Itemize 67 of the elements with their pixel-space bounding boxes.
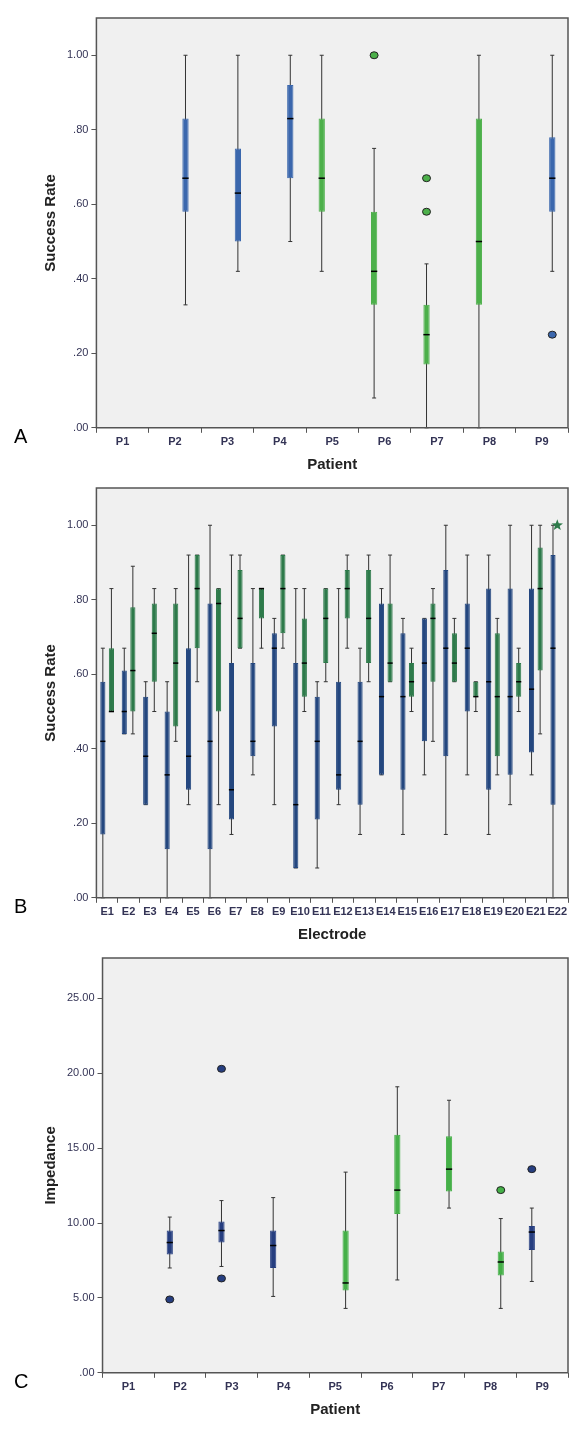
- x-tick-label: P6: [380, 1380, 394, 1393]
- x-tick-label: E18: [461, 905, 482, 918]
- x-tick-label: P7: [430, 435, 444, 448]
- y-tick-label: 1.00: [66, 48, 89, 61]
- x-tick-label: P4: [273, 435, 288, 448]
- x-tick-label: P1: [115, 435, 130, 448]
- x-tick-label: E9: [271, 905, 286, 918]
- x-tick-label: P9: [535, 1380, 549, 1393]
- x-tick-label: E6: [207, 905, 222, 918]
- x-tick-label: P5: [328, 1380, 342, 1393]
- x-tick-label: E19: [483, 905, 503, 918]
- x-tick-label: E10: [290, 905, 310, 918]
- y-tick-label: 20.00: [67, 1066, 95, 1079]
- x-tick-label: P1: [121, 1380, 136, 1393]
- y-axis-title: Impedance: [41, 1126, 59, 1205]
- y-tick-label: .60: [73, 197, 89, 210]
- x-tick-label: E14: [376, 905, 397, 918]
- y-tick-label: .00: [73, 890, 89, 903]
- x-tick-label: P6: [377, 435, 392, 448]
- y-tick-label: .00: [73, 420, 89, 433]
- x-tick-label: P2: [168, 435, 182, 448]
- x-tick-label: E15: [397, 905, 418, 918]
- x-tick-label: E2: [121, 905, 136, 918]
- y-tick-label: .60: [73, 667, 89, 680]
- x-axis-title: Electrode: [298, 925, 367, 943]
- x-tick-label: E13: [354, 905, 375, 918]
- x-axis-title: Patient: [310, 1400, 361, 1418]
- y-axis-title: Success Rate: [41, 644, 59, 742]
- y-tick-label: .20: [73, 346, 89, 359]
- y-tick-label: 15.00: [67, 1141, 95, 1154]
- y-tick-label: .80: [73, 592, 89, 605]
- text: C: [14, 1370, 29, 1393]
- y-tick-label: 25.00: [67, 991, 95, 1004]
- x-tick-label: E1: [100, 905, 114, 918]
- x-tick-label: P8: [483, 1380, 498, 1393]
- x-tick-label: P5: [325, 435, 339, 448]
- y-tick-label: .20: [73, 816, 89, 829]
- x-tick-label: P9: [535, 435, 549, 448]
- y-axis-title: Success Rate: [41, 174, 59, 272]
- y-tick-label: .80: [73, 122, 89, 135]
- y-tick-label: 5.00: [73, 1290, 95, 1303]
- x-tick-label: E5: [186, 905, 200, 918]
- y-tick-label: 1.00: [66, 518, 89, 531]
- x-tick-label: E12: [333, 905, 353, 918]
- y-tick-label: 10.00: [67, 1216, 95, 1229]
- x-tick-label: E8: [250, 905, 264, 918]
- x-tick-label: P2: [173, 1380, 187, 1393]
- text: B: [14, 895, 28, 918]
- x-tick-label: E22: [547, 905, 568, 918]
- y-tick-label: .40: [73, 271, 89, 284]
- text: A: [14, 425, 28, 448]
- x-tick-label: E17: [440, 905, 460, 918]
- x-tick-label: P8: [482, 435, 497, 448]
- x-tick-label: E3: [143, 905, 157, 918]
- x-tick-label: E21: [526, 905, 546, 918]
- y-tick-label: .00: [79, 1365, 95, 1378]
- x-tick-label: P4: [276, 1380, 292, 1393]
- x-tick-label: E4: [164, 905, 180, 918]
- x-tick-label: P3: [225, 1380, 239, 1393]
- x-tick-label: E16: [418, 905, 439, 918]
- x-tick-label: E20: [504, 905, 525, 918]
- x-tick-label: P3: [220, 435, 235, 448]
- x-tick-label: E7: [229, 905, 243, 918]
- x-tick-label: P7: [431, 1380, 446, 1393]
- y-tick-label: .40: [73, 741, 89, 754]
- x-tick-label: E11: [312, 905, 331, 918]
- x-axis-title: Patient: [307, 455, 358, 473]
